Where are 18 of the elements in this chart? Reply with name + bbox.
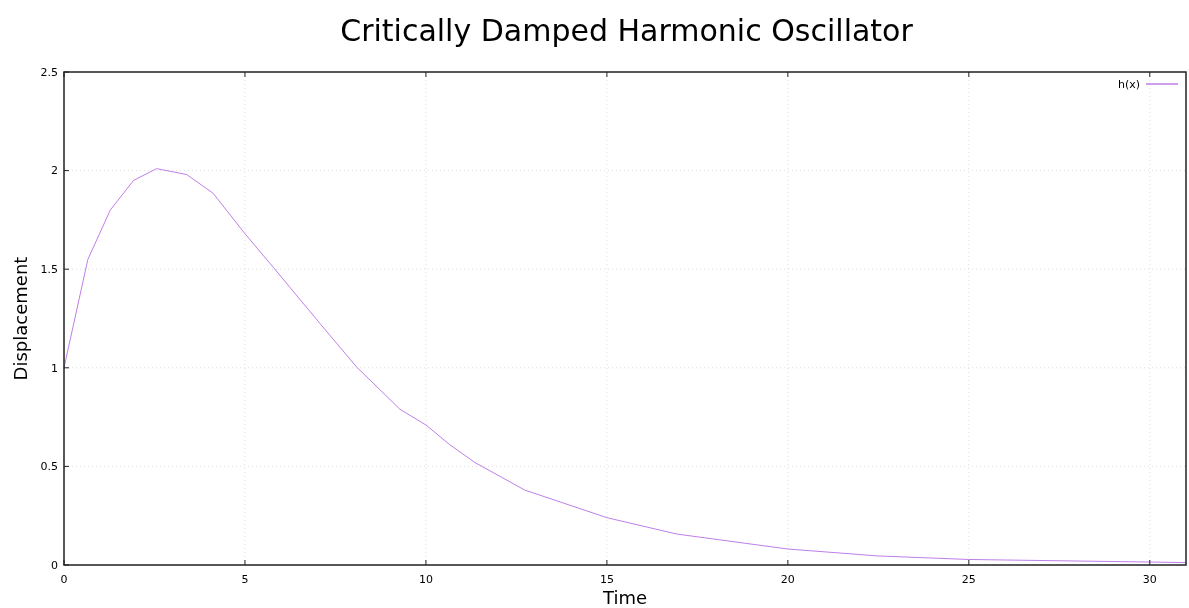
- x-axis-title: Time: [601, 587, 648, 608]
- chart-title: Critically Damped Harmonic Oscillator: [340, 13, 914, 48]
- x-tick-label: 30: [1142, 573, 1157, 586]
- x-tick-label: 15: [599, 573, 614, 586]
- x-tick-label: 5: [241, 573, 249, 586]
- y-tick-label: 2: [51, 164, 58, 178]
- line-series: [63, 168, 1187, 564]
- y-tick-label: 2.5: [40, 65, 58, 79]
- y-tick-label: 0: [51, 558, 58, 572]
- y-axis-title: Displacement: [10, 256, 31, 381]
- y-tick-label: 1.5: [40, 263, 58, 277]
- x-tick-label: 20: [780, 573, 795, 586]
- legend-label: h(x): [1117, 77, 1140, 91]
- x-tick-label: 0: [60, 573, 68, 586]
- x-tick-label: 10: [418, 573, 433, 586]
- x-tick-label: 25: [961, 573, 976, 586]
- y-tick-label: 0.5: [40, 460, 58, 474]
- y-tick-label: 1: [51, 361, 58, 375]
